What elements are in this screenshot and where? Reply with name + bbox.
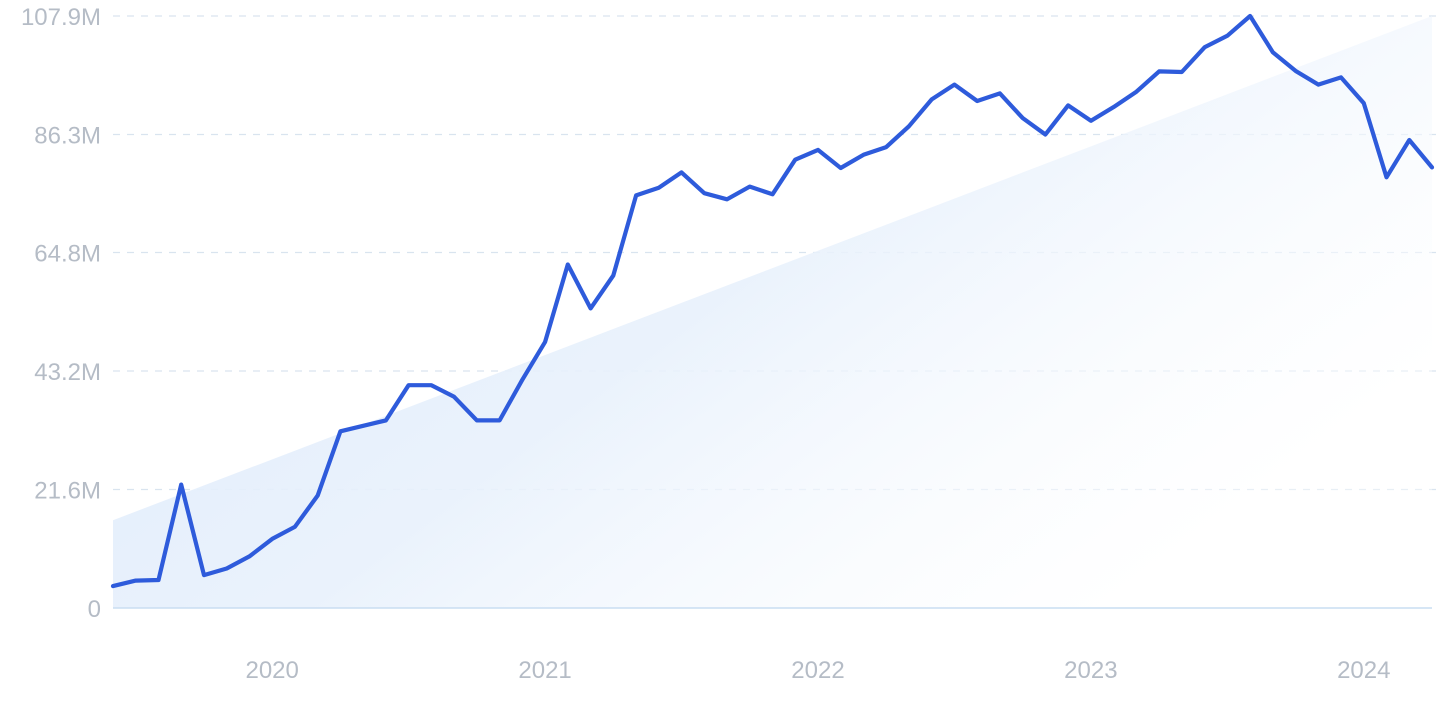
y-tick-label: 0 (88, 596, 101, 623)
y-tick-label: 64.8M (34, 240, 101, 267)
x-tick-label: 2021 (518, 657, 571, 684)
trend-area-layer (113, 16, 1432, 608)
x-tick-label: 2022 (791, 657, 844, 684)
x-tick-label: 2023 (1064, 657, 1117, 684)
x-tick-label: 2024 (1337, 657, 1390, 684)
y-axis-tick-labels: 0 21.6M 43.2M 64.8M 86.3M 107.9M (21, 4, 101, 623)
x-axis-tick-labels: 2020 2021 2022 2023 2024 (245, 657, 1390, 684)
y-tick-label: 21.6M (34, 477, 101, 504)
x-tick-label: 2020 (245, 657, 298, 684)
y-tick-label: 107.9M (21, 4, 101, 31)
trend-area (113, 16, 1432, 608)
y-tick-label: 43.2M (34, 359, 101, 386)
y-tick-label: 86.3M (34, 123, 101, 150)
